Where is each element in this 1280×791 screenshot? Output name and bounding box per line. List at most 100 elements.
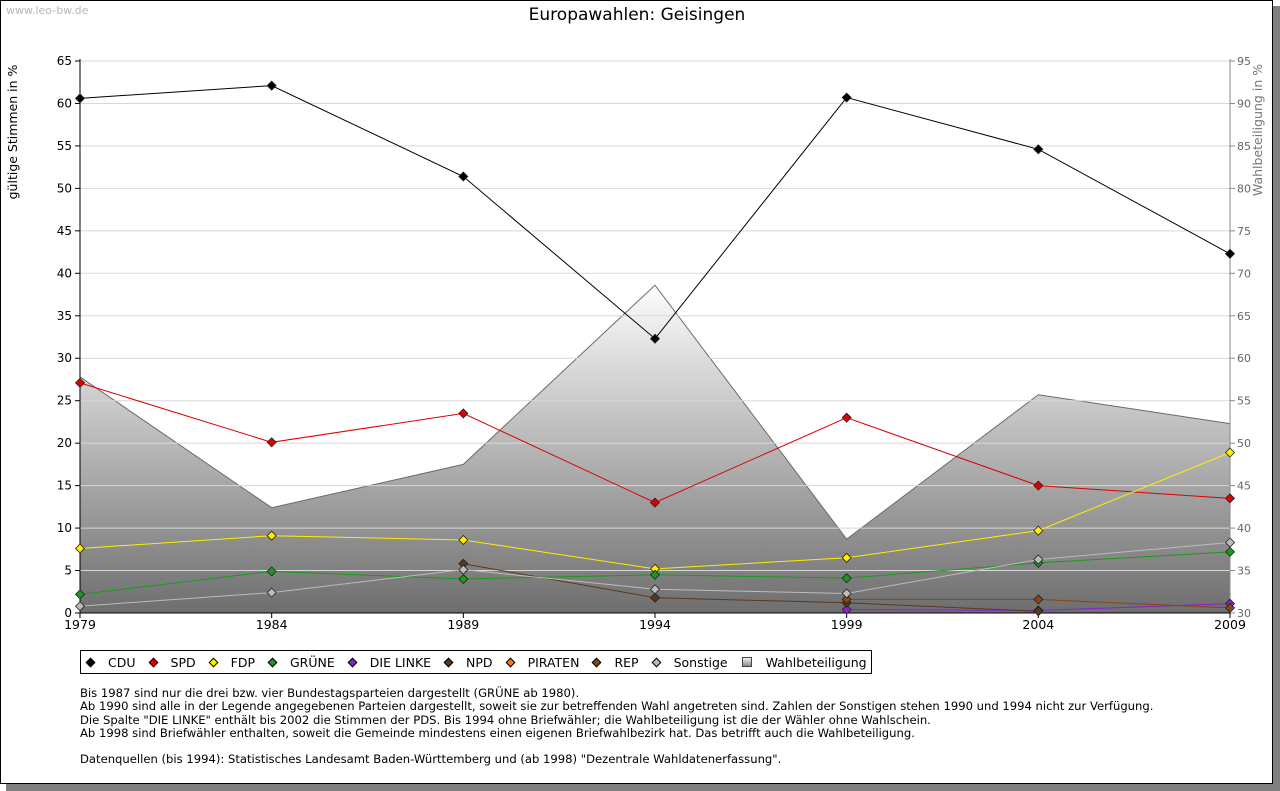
data-point-fdp <box>1224 447 1236 458</box>
y-tick-label: 55 <box>57 139 72 153</box>
y-axis-label: gültige Stimmen in % <box>5 64 20 199</box>
data-point-fdp <box>266 530 277 541</box>
y2-tick-label: 55 <box>1237 395 1251 408</box>
legend-marker <box>208 657 219 667</box>
legend-label: REP <box>614 654 639 670</box>
data-point-cdu <box>841 92 852 103</box>
data-point-gruene <box>1224 546 1236 557</box>
note-line: Ab 1998 sind Briefwähler enthalten, sowe… <box>80 725 915 740</box>
legend-item: FDP <box>208 654 255 670</box>
legend-item: CDU <box>85 654 136 670</box>
y-tick-label: 50 <box>57 181 72 195</box>
chart-title: Europawahlen: Geisingen <box>529 5 746 25</box>
legend-label: DIE LINKE <box>369 654 432 670</box>
data-point-gruene <box>649 569 661 580</box>
watermark: www.leo-bw.de <box>6 4 89 17</box>
y2-tick-label: 40 <box>1237 522 1251 535</box>
legend-item: PIRATEN <box>505 654 580 670</box>
note-line: Bis 1987 sind nur die drei bzw. vier Bun… <box>80 686 580 700</box>
data-point-fdp <box>458 534 469 546</box>
y2-tick-label: 70 <box>1237 267 1251 280</box>
y2-tick-label: 80 <box>1237 182 1251 195</box>
data-point-cdu <box>458 171 469 182</box>
x-tick-label: 1989 <box>447 617 479 632</box>
data-point-fdp <box>74 543 86 554</box>
y-tick-label: 5 <box>64 564 72 578</box>
y2-axis-label: Wahlbeteiligung in % <box>1250 64 1265 196</box>
y-tick-label: 60 <box>57 96 72 110</box>
data-point-sonstige <box>1033 554 1044 565</box>
y2-tick-label: 30 <box>1237 607 1251 620</box>
legend-marker <box>85 657 96 667</box>
data-point-spd <box>649 497 661 508</box>
data-point-spd <box>74 377 86 388</box>
y-tick-label: 45 <box>57 224 72 238</box>
data-point-cdu <box>74 93 86 104</box>
frame-shadow-right <box>1273 6 1280 791</box>
legend-item: Wahlbeteiligung <box>741 654 867 670</box>
y-tick-label: 15 <box>57 479 72 493</box>
data-point-cdu <box>1224 248 1236 259</box>
data-point-spd <box>841 412 852 423</box>
frame-shadow-bottom <box>6 784 1280 791</box>
legend-label: PIRATEN <box>527 654 580 670</box>
data-point-spd <box>266 437 277 448</box>
data-point-cdu <box>649 333 661 344</box>
x-tick-label: 2009 <box>1214 617 1246 632</box>
legend-item: SPD <box>148 655 196 670</box>
legend-item: GRÜNE <box>267 655 335 670</box>
legend-marker <box>591 657 602 667</box>
y2-tick-label: 75 <box>1237 225 1251 238</box>
y-tick-label: 65 <box>57 54 72 68</box>
legend-label: NPD <box>466 654 493 670</box>
legend-label: CDU <box>108 654 136 670</box>
data-point-spd <box>1224 493 1236 504</box>
data-point-gruene <box>266 566 277 577</box>
chart-legend: CDU SPD FDP GRÜNE DIE LINKE NPD PIRATEN REP Sons… <box>80 650 872 674</box>
data-point-spd <box>1033 480 1044 491</box>
x-tick-label: 2004 <box>1022 617 1054 632</box>
legend-marker <box>741 657 752 667</box>
legend-label: FDP <box>230 654 255 670</box>
y2-tick-label: 85 <box>1237 140 1251 153</box>
data-point-npd <box>1033 606 1044 617</box>
legend-item: NPD <box>443 654 493 670</box>
x-tick-label: 1994 <box>639 617 671 632</box>
y2-tick-label: 65 <box>1237 310 1251 323</box>
data-point-gruene <box>841 573 852 584</box>
data-point-cdu <box>266 80 277 91</box>
y-tick-label: 40 <box>57 266 72 280</box>
data-point-rep <box>841 594 852 605</box>
data-point-fdp <box>841 552 852 563</box>
data-point-sonstige <box>458 564 469 575</box>
data-point-gruene <box>458 573 469 585</box>
legend-marker <box>651 657 662 667</box>
area-wahlbeteiligung-outline <box>79 284 1231 540</box>
legend-item: DIE LINKE <box>347 654 432 670</box>
data-point-sonstige <box>266 587 277 598</box>
legend-label: Wahlbeteiligung <box>765 654 867 670</box>
series-line-npd <box>463 563 1039 612</box>
data-point-gruene <box>74 589 86 600</box>
y-tick-label: 0 <box>64 606 72 620</box>
y2-tick-label: 90 <box>1237 97 1251 110</box>
note-spacer <box>80 740 1153 753</box>
x-tick-label: 1984 <box>256 617 288 632</box>
legend-marker <box>505 657 516 667</box>
legend-item: REP <box>591 654 639 670</box>
data-point-sonstige <box>841 588 852 599</box>
note-line: Ab 1990 sind alle in der Legende angegeb… <box>80 699 1154 714</box>
y-tick-label: 20 <box>57 436 72 450</box>
legend-marker <box>347 657 358 667</box>
election-chart: Europawahlen: Geisingen 0 5 10 15 20 25 30 35 40 4… <box>5 5 1265 632</box>
x-tick-label: 1999 <box>831 617 863 632</box>
data-point-sonstige <box>1224 537 1236 548</box>
x-tick-label: 1979 <box>64 617 96 632</box>
y-tick-label: 25 <box>57 394 72 408</box>
y2-tick-label: 60 <box>1237 352 1251 365</box>
note-line: Die Spalte "DIE LINKE" enthält bis 2002 … <box>80 712 931 727</box>
note-line: Datenquellen (bis 1994): Statistisches L… <box>80 752 782 767</box>
data-point-spd <box>458 408 469 419</box>
chart-notes: Bis 1987 sind nur die drei bzw. vier Bun… <box>80 686 1154 767</box>
y2-tick-label: 95 <box>1237 55 1251 68</box>
